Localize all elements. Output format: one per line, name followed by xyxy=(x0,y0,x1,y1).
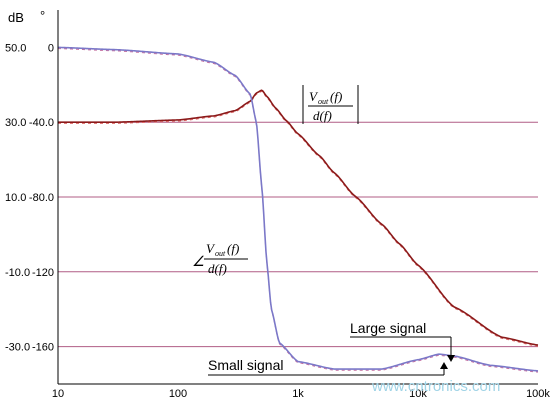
db-tick-label: 50.0 xyxy=(5,42,26,54)
tick-labels: 10 100 1k 10k 100k 50.0 30.0 10.0 -10.0 -30.0 0 -40… xyxy=(5,42,550,400)
phase-tick-label: 0 xyxy=(48,42,54,54)
small-signal-label: Small signal xyxy=(208,357,283,373)
annotations: Large signal Small signal xyxy=(208,320,455,376)
magnitude-expression: V out (f) d(f) xyxy=(302,85,359,124)
phase-numerator-arg: (f) xyxy=(227,241,239,256)
phase-tick-label: -80.0 xyxy=(29,192,54,204)
phase-curve-companion xyxy=(57,48,539,373)
db-tick-label: 30.0 xyxy=(5,117,26,129)
watermark-text: www.cntronics.com xyxy=(371,378,500,395)
degree-unit-label: ° xyxy=(40,8,45,23)
phase-tick-label: -160 xyxy=(32,342,54,354)
phase-denominator: d(f) xyxy=(208,261,227,276)
db-tick-label: -10.0 xyxy=(5,267,30,279)
phase-angle-symbol: ∠ xyxy=(192,255,205,270)
magnitude-curve-companion xyxy=(58,90,539,347)
db-tick-label: -30.0 xyxy=(5,342,30,354)
x-tick-label: 100k xyxy=(526,388,550,400)
phase-curve xyxy=(57,46,539,372)
x-tick-label: 100 xyxy=(169,388,187,400)
grid-lines xyxy=(58,121,538,348)
x-tick-label: 10k xyxy=(409,388,427,400)
magnitude-denominator: d(f) xyxy=(313,108,332,123)
axes xyxy=(57,10,538,385)
db-unit-label: dB xyxy=(8,10,24,25)
phase-expression: ∠ V out (f) d(f) xyxy=(192,241,248,276)
x-tick-label: 1k xyxy=(292,388,304,400)
magnitude-numerator-arg: (f) xyxy=(330,89,342,104)
magnitude-numerator-subscript: out xyxy=(318,97,329,106)
large-signal-label: Large signal xyxy=(350,320,426,336)
db-tick-label: 10.0 xyxy=(5,192,26,204)
phase-numerator-v: V xyxy=(206,241,216,256)
curves xyxy=(57,46,539,373)
phase-numerator-subscript: out xyxy=(215,249,226,258)
phase-tick-label: -120 xyxy=(32,267,54,279)
magnitude-curve xyxy=(58,89,539,346)
x-tick-label: 10 xyxy=(52,388,64,400)
phase-tick-label: -40.0 xyxy=(29,117,54,129)
magnitude-numerator-v: V xyxy=(309,89,319,104)
